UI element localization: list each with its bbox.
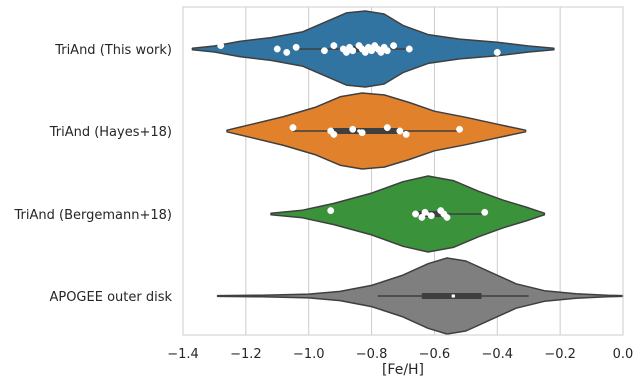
violin-body <box>270 175 546 253</box>
x-tick-labels: −1.4 −1.2 −1.0 −0.8 −0.6 −0.4 −0.2 0.0 <box>167 347 633 362</box>
data-point <box>342 48 350 56</box>
data-point <box>217 42 225 50</box>
x-tick-label: 0.0 <box>613 347 634 362</box>
data-point <box>402 130 410 138</box>
x-tick-label: −1.0 <box>293 347 325 362</box>
data-point <box>289 124 297 132</box>
x-tick-label: −0.2 <box>544 347 576 362</box>
category-label: TriAnd (Hayes+18) <box>49 125 172 140</box>
x-axis-label: [Fe/H] <box>382 362 424 378</box>
data-point <box>273 45 281 53</box>
data-point <box>320 47 328 55</box>
x-tick-label: −1.2 <box>230 347 262 362</box>
data-point <box>405 45 413 53</box>
violins <box>191 10 624 335</box>
data-point <box>412 210 420 218</box>
data-point <box>349 47 357 55</box>
data-point <box>418 213 426 221</box>
data-point <box>377 48 385 56</box>
data-point <box>361 48 369 56</box>
data-point <box>396 127 404 135</box>
x-tick-label: −1.4 <box>167 347 199 362</box>
x-tick-label: −0.8 <box>356 347 388 362</box>
data-point <box>456 125 464 133</box>
data-point <box>481 208 489 216</box>
data-point <box>493 48 501 56</box>
data-point <box>383 124 391 132</box>
category-label: APOGEE outer disk <box>49 290 172 305</box>
category-labels: TriAnd (This work) TriAnd (Hayes+18) TriAn… <box>14 43 173 305</box>
data-point <box>421 208 429 216</box>
data-point <box>283 48 291 56</box>
x-tick-label: −0.4 <box>481 347 513 362</box>
data-point <box>349 125 357 133</box>
data-point <box>383 47 391 55</box>
category-label: TriAnd (Bergemann+18) <box>14 208 172 223</box>
data-point <box>427 212 435 220</box>
data-point <box>368 47 376 55</box>
data-point <box>327 207 335 215</box>
data-point <box>358 129 366 137</box>
plot-frame <box>182 6 624 336</box>
data-point <box>330 130 338 138</box>
box-median <box>451 294 456 298</box>
data-point <box>443 213 451 221</box>
data-point <box>330 42 338 50</box>
category-label: TriAnd (This work) <box>54 43 172 58</box>
box-iqr <box>330 128 400 134</box>
x-tick-label: −0.6 <box>419 347 451 362</box>
data-point <box>390 42 398 50</box>
data-point <box>292 43 300 51</box>
